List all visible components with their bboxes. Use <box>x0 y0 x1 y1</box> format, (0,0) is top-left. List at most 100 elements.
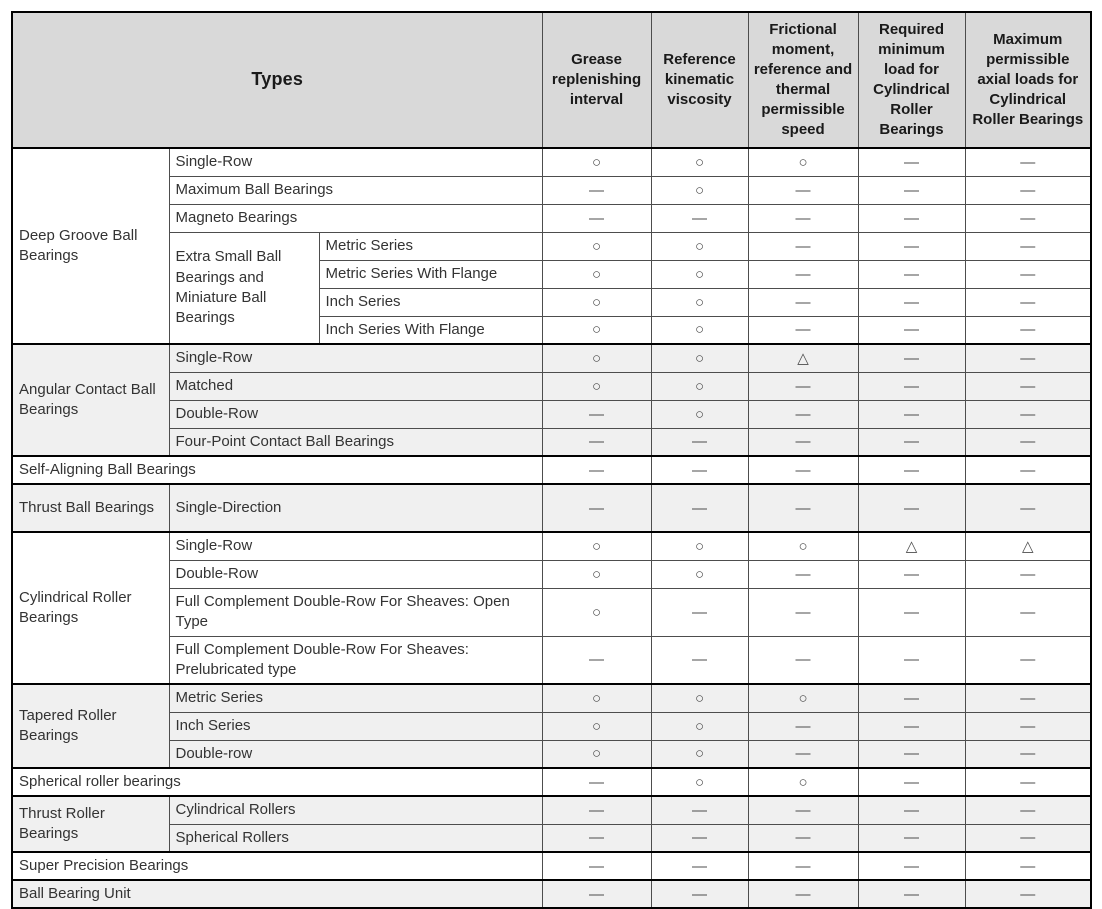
table-row-super-precision-bearings: Super Precision Bearings — — — — — <box>11 851 1092 881</box>
symbol-cell: — <box>747 851 859 881</box>
type-group-cell: Cylindrical Roller Bearings <box>11 531 170 685</box>
type-cell: Cylindrical Rollers <box>168 795 543 825</box>
symbol-cell: ○ <box>541 343 652 373</box>
symbol-cell: ○ <box>650 683 749 713</box>
column-header-frictional-moment-speed: Frictional moment, reference and thermal… <box>747 11 859 149</box>
symbol-cell: — <box>857 427 966 457</box>
symbol-cell: ○ <box>650 231 749 261</box>
symbol-cell: — <box>541 851 652 881</box>
symbol-cell: — <box>747 175 859 205</box>
symbol-cell: — <box>541 427 652 457</box>
symbol-cell: — <box>964 399 1092 429</box>
table-row-cylindrical-roller-bearings: Full Complement Double-Row For Sheaves: … <box>12 587 1092 637</box>
symbol-cell: — <box>747 711 859 741</box>
symbol-cell: — <box>541 767 652 797</box>
symbol-cell: — <box>857 879 966 909</box>
symbol-cell: — <box>964 455 1092 485</box>
symbol-cell: — <box>857 587 966 637</box>
symbol-cell: ○ <box>541 711 652 741</box>
symbol-cell: — <box>650 427 749 457</box>
symbol-cell: — <box>857 795 966 825</box>
symbol-cell: — <box>964 371 1092 401</box>
symbol-cell: ○ <box>747 147 859 177</box>
symbol-cell: — <box>541 635 652 685</box>
type-cell: Ball Bearing Unit <box>11 879 543 909</box>
type-cell: Full Complement Double-Row For Sheaves: … <box>168 587 543 637</box>
symbol-cell: — <box>747 399 859 429</box>
symbol-cell: ○ <box>541 147 652 177</box>
type-cell: Double-Row <box>168 399 543 429</box>
type-cell: Maximum Ball Bearings <box>168 175 543 205</box>
symbol-cell: — <box>857 767 966 797</box>
symbol-cell: ○ <box>650 287 749 317</box>
symbol-cell: — <box>857 315 966 345</box>
symbol-cell: — <box>747 635 859 685</box>
symbol-cell: △ <box>857 531 966 561</box>
type-cell: Single-Row <box>168 531 543 561</box>
symbol-cell: — <box>857 259 966 289</box>
type-cell: Magneto Bearings <box>168 203 543 233</box>
type-cell: Metric Series <box>168 683 543 713</box>
symbol-cell: — <box>747 879 859 909</box>
table-row-angular-contact-ball-bearings: Four-Point Contact Ball Bearings — — — — — <box>12 427 1092 457</box>
symbol-cell: — <box>650 483 749 533</box>
symbol-cell: ○ <box>541 231 652 261</box>
symbol-cell: — <box>964 483 1092 533</box>
symbol-cell: — <box>964 203 1092 233</box>
table-row-deep-groove-ball-bearings: Inch Series ○ ○ — — — <box>12 287 1092 317</box>
symbol-cell: — <box>964 559 1092 589</box>
column-header-required-minimum-load: Required minimum load for Cylindrical Ro… <box>857 11 966 149</box>
symbol-cell: ○ <box>650 559 749 589</box>
symbol-cell: ○ <box>541 287 652 317</box>
symbol-cell: — <box>964 287 1092 317</box>
symbol-cell: — <box>964 739 1092 769</box>
symbol-cell: — <box>650 587 749 637</box>
table-row-angular-contact-ball-bearings: Angular Contact Ball Bearings Single-Row ○… <box>11 343 1092 457</box>
symbol-cell: — <box>964 823 1092 853</box>
symbol-cell: — <box>650 795 749 825</box>
table-row-thrust-ball-bearings: Thrust Ball Bearings Single-Direction — — — —… <box>11 483 1092 533</box>
table-row-cylindrical-roller-bearings: Double-Row ○ ○ — — — <box>12 559 1092 589</box>
symbol-cell: ○ <box>747 767 859 797</box>
symbol-cell: — <box>650 455 749 485</box>
symbol-cell: — <box>857 203 966 233</box>
symbol-cell: — <box>541 399 652 429</box>
symbol-cell: — <box>857 231 966 261</box>
symbol-cell: ○ <box>650 399 749 429</box>
symbol-cell: — <box>857 175 966 205</box>
table-row-thrust-roller-bearings: Spherical Rollers — — — — — <box>12 823 1092 853</box>
table-row-self-aligning-ball-bearings: Self-Aligning Ball Bearings — — — — — <box>11 455 1092 485</box>
symbol-cell: ○ <box>650 767 749 797</box>
symbol-cell: — <box>964 259 1092 289</box>
table-row-cylindrical-roller-bearings: Full Complement Double-Row For Sheaves: … <box>12 635 1092 685</box>
symbol-cell: ○ <box>541 315 652 345</box>
table-row-angular-contact-ball-bearings: Double-Row — ○ — — — <box>12 399 1092 429</box>
type-cell: Four-Point Contact Ball Bearings <box>168 427 543 457</box>
header-row: Types Grease replenishing interval Refer… <box>11 11 1092 149</box>
table-row-spherical-roller-bearings: Spherical roller bearings — ○ ○ — — <box>11 767 1092 797</box>
symbol-cell: — <box>964 795 1092 825</box>
symbol-cell: — <box>747 427 859 457</box>
symbol-cell: ○ <box>650 315 749 345</box>
symbol-cell: ○ <box>650 259 749 289</box>
type-cell: Single-Row <box>168 147 543 177</box>
table-row-deep-groove-ball-bearings: Maximum Ball Bearings — ○ — — — <box>12 175 1092 205</box>
type-cell: Inch Series <box>168 711 543 741</box>
type-group-cell: Tapered Roller Bearings <box>11 683 170 769</box>
symbol-cell: — <box>857 683 966 713</box>
type-cell: Full Complement Double-Row For Sheaves: … <box>168 635 543 685</box>
symbol-cell: — <box>650 635 749 685</box>
symbol-cell: △ <box>747 343 859 373</box>
symbol-cell: ○ <box>650 371 749 401</box>
type-cell: Double-Row <box>168 559 543 589</box>
symbol-cell: — <box>747 371 859 401</box>
symbol-cell: — <box>964 315 1092 345</box>
symbol-cell: — <box>650 823 749 853</box>
symbol-cell: ○ <box>541 683 652 713</box>
symbol-cell: — <box>541 455 652 485</box>
table-row-tapered-roller-bearings: Double-row ○ ○ — — — <box>12 739 1092 769</box>
symbol-cell: ○ <box>747 531 859 561</box>
types-column-header: Types <box>11 11 543 149</box>
type-cell: Metric Series With Flange <box>318 259 543 289</box>
symbol-cell: — <box>541 203 652 233</box>
